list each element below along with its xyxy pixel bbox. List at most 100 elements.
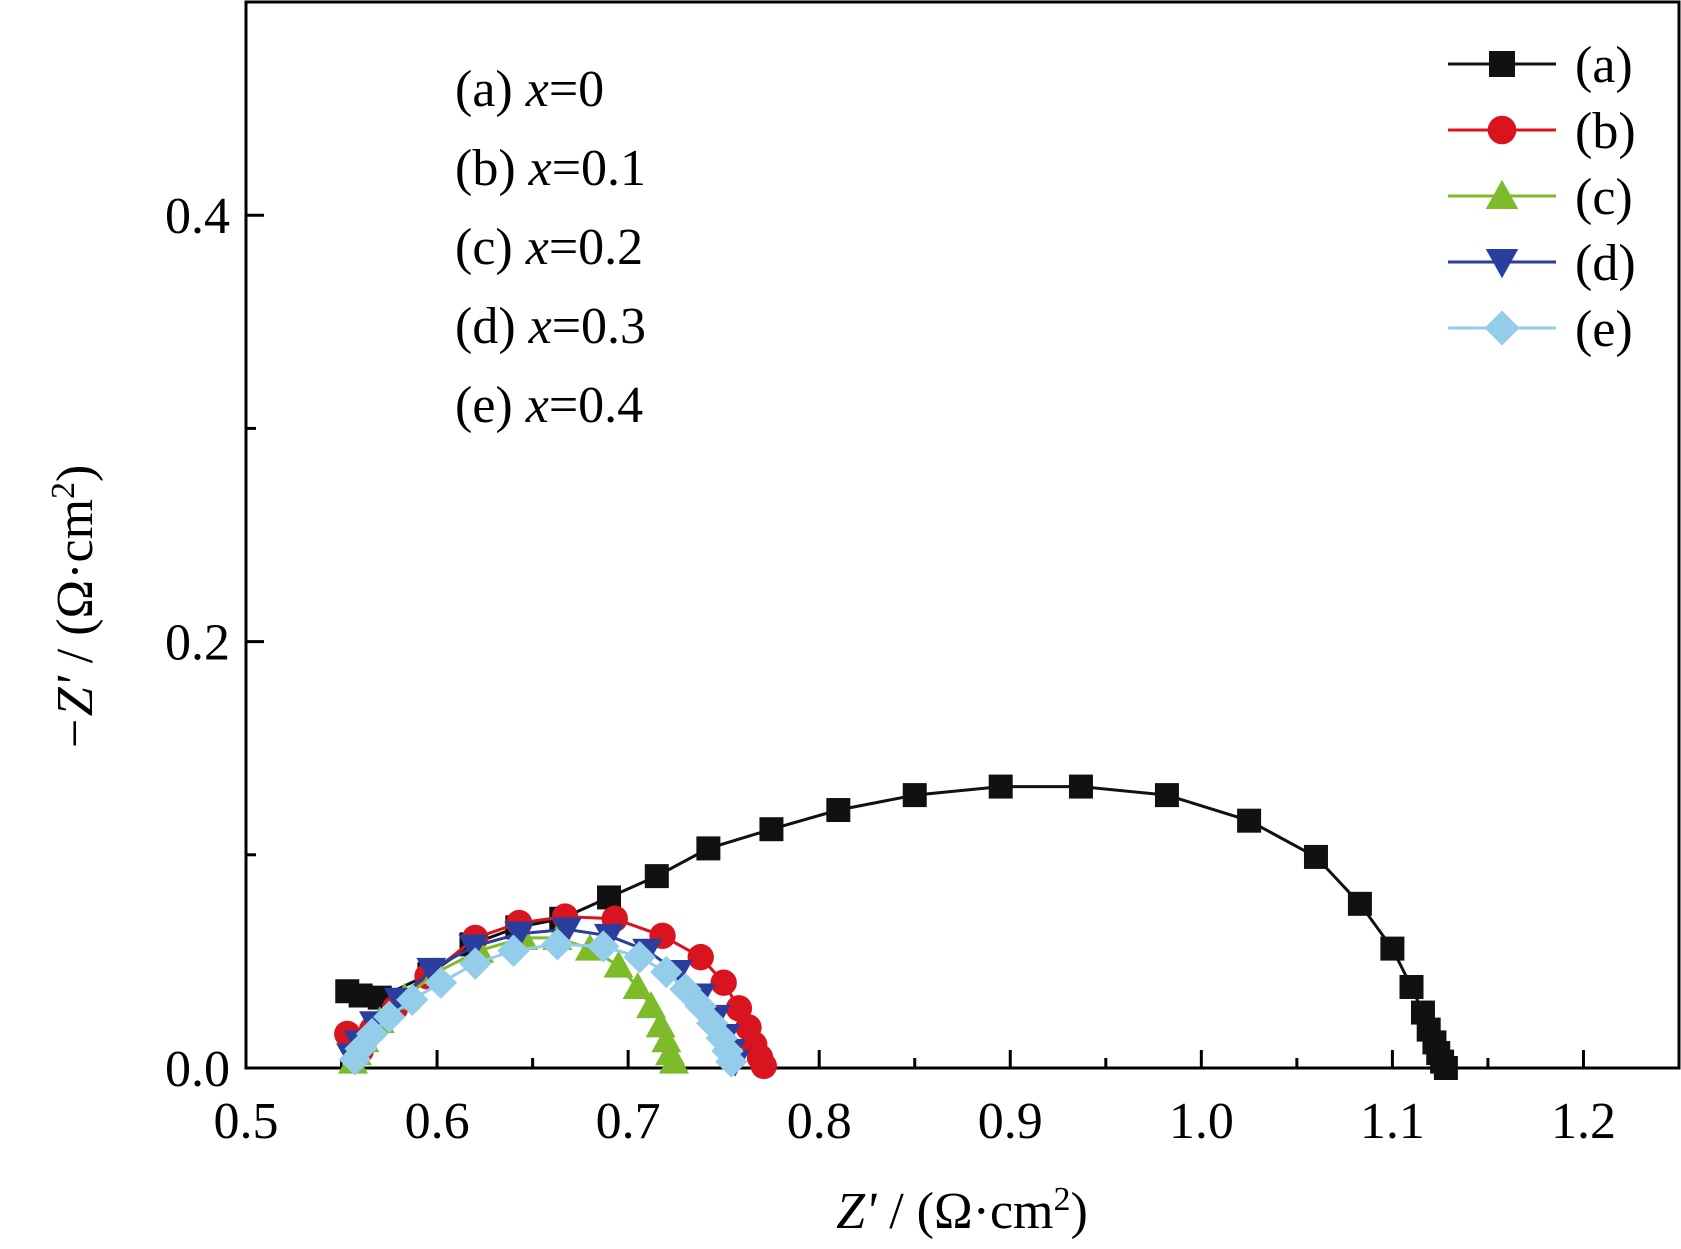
y-axis-unit: / (Ω·cm: [47, 499, 104, 676]
data-point: [750, 1052, 777, 1080]
note-d: (d) x=0.3: [455, 298, 646, 355]
y-tick-label: 0.2: [165, 615, 230, 672]
data-point: [715, 1045, 748, 1078]
legend-marker: [1485, 179, 1519, 209]
note-c-var: x: [525, 219, 549, 276]
y-tick-label: 0.4: [165, 188, 230, 245]
legend-marker: [1489, 51, 1515, 77]
series-4: [338, 928, 748, 1078]
data-point: [424, 966, 458, 999]
note-e-var: x: [525, 377, 549, 434]
axis-tick-labels: 0.5 0.6 0.7 0.8 0.9 1.0 1.1 1.2 0.0 0.2 0.4: [165, 188, 1616, 1150]
legend-item: (a): [1448, 37, 1633, 94]
note-d-var: x: [528, 298, 552, 355]
data-point: [504, 921, 535, 949]
data-point: [622, 971, 653, 999]
legend-marker: [1485, 249, 1519, 279]
note-c-prefix: (c): [455, 219, 526, 276]
y-axis-unit-close: ): [47, 465, 104, 482]
data-point: [541, 928, 574, 961]
legend: (a) (b) (c) (d) (e): [1448, 37, 1636, 358]
data-point: [687, 943, 714, 971]
y-axis-var: −Z': [47, 675, 104, 751]
x-axis-unit-sup: 2: [1053, 1181, 1070, 1218]
data-point: [658, 1046, 689, 1074]
data-point: [759, 817, 784, 842]
data-point: [1237, 808, 1262, 833]
note-b-var: x: [528, 140, 552, 197]
note-e-prefix: (e): [455, 377, 526, 434]
note-b-value: =0.1: [552, 140, 646, 197]
note-d-value: =0.3: [552, 298, 646, 355]
data-point: [587, 930, 620, 963]
note-e: (e) x=0.4: [455, 377, 643, 434]
composition-notes: (a) x=0 (b) x=0.1 (c) x=0.2 (d) x=0.3 (e…: [455, 61, 646, 434]
x-axis-unit-close: ): [1070, 1183, 1087, 1240]
legend-label: (b): [1575, 103, 1636, 160]
legend-item: (d): [1448, 235, 1636, 292]
legend-label: (a): [1575, 37, 1633, 94]
data-point: [644, 864, 669, 889]
data-point: [458, 934, 489, 962]
series-layer: [334, 774, 1458, 1080]
data-point: [1303, 844, 1328, 869]
data-point: [355, 1017, 389, 1051]
x-axis-var: Z': [836, 1183, 877, 1240]
data-point: [1433, 1056, 1458, 1080]
legend-label: (e): [1575, 301, 1633, 358]
note-c-value: =0.2: [549, 219, 643, 276]
y-axis-unit-sup: 2: [45, 482, 82, 499]
note-a-prefix: (a): [455, 61, 526, 118]
note-a-value: =0: [549, 61, 604, 118]
note-c: (c) x=0.2: [455, 219, 643, 276]
data-point: [497, 934, 530, 967]
data-point: [1347, 891, 1372, 916]
note-d-prefix: (d): [455, 298, 529, 355]
legend-marker: [1484, 310, 1520, 346]
data-point: [705, 1021, 738, 1055]
legend-marker: [1487, 115, 1517, 145]
x-axis-title: Z' / (Ω·cm2): [836, 1181, 1088, 1241]
data-point: [396, 983, 429, 1016]
legend-item: (b): [1448, 103, 1636, 160]
data-point: [623, 940, 656, 974]
legend-item: (c): [1448, 169, 1633, 226]
note-b-prefix: (b): [455, 140, 529, 197]
data-point: [650, 955, 683, 989]
data-point: [373, 1000, 406, 1034]
x-tick-label: 0.5: [214, 1093, 279, 1150]
note-e-value: =0.4: [549, 377, 643, 434]
note-b: (b) x=0.1: [455, 140, 646, 197]
data-point: [696, 1007, 729, 1040]
legend-label: (d): [1575, 235, 1636, 292]
data-point: [459, 947, 492, 980]
data-point: [603, 950, 634, 978]
data-point: [988, 774, 1013, 799]
data-point: [902, 783, 927, 808]
data-point: [597, 885, 622, 910]
plot-frame: [244, 0, 1681, 1070]
data-point: [1399, 974, 1424, 999]
x-axis-unit: / (Ω·cm: [876, 1183, 1053, 1240]
x-tick-label: 0.8: [787, 1093, 852, 1150]
data-point: [551, 917, 582, 945]
data-point: [826, 798, 851, 823]
x-tick-label: 1.1: [1360, 1093, 1425, 1150]
data-point: [1068, 774, 1093, 799]
legend-item: (e): [1448, 301, 1633, 358]
data-point: [636, 991, 667, 1019]
legend-label: (c): [1575, 169, 1633, 226]
y-axis-title: −Z' / (Ω·cm2): [45, 465, 105, 752]
data-point: [1154, 783, 1179, 808]
note-a-var: x: [525, 61, 549, 118]
x-tick-label: 1.2: [1551, 1093, 1616, 1150]
data-point: [710, 969, 737, 996]
x-tick-label: 0.6: [405, 1093, 470, 1150]
y-tick-label: 0.0: [165, 1041, 230, 1098]
data-point: [669, 972, 702, 1006]
x-tick-label: 0.9: [978, 1093, 1043, 1150]
data-point: [696, 836, 721, 861]
data-point: [338, 1043, 372, 1076]
data-point: [416, 957, 447, 985]
